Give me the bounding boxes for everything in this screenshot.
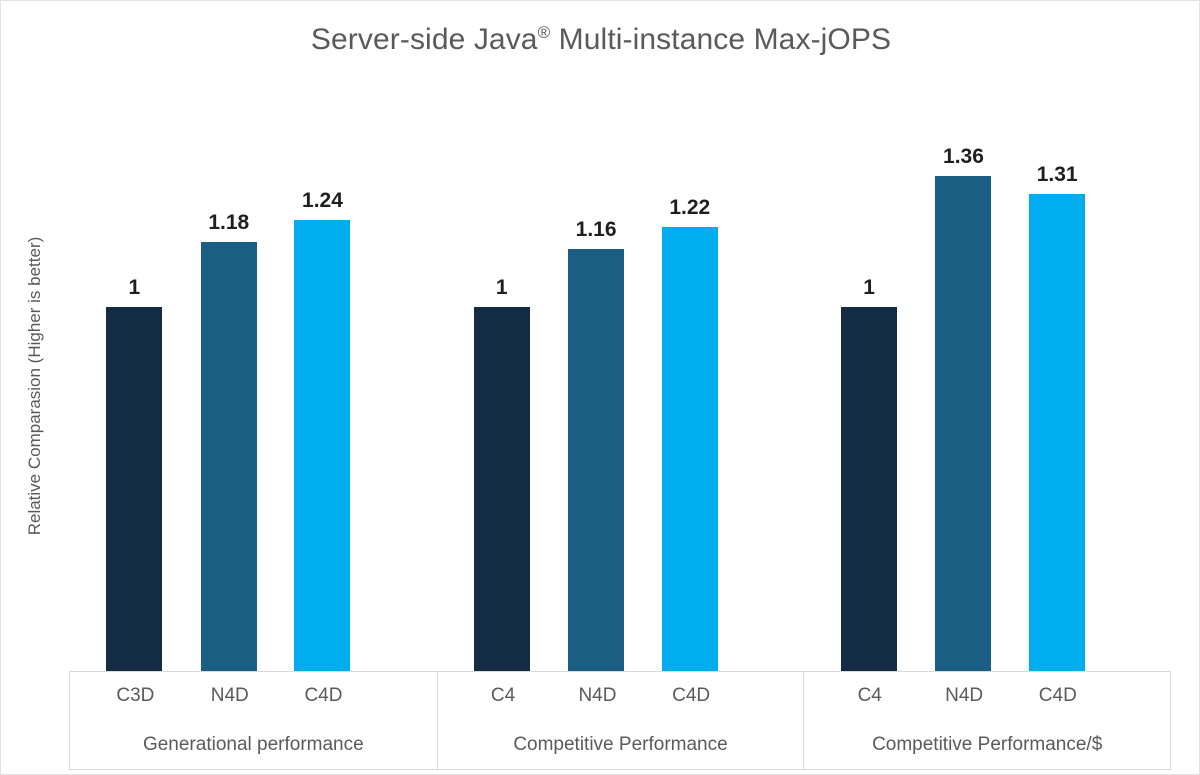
category-label: N4D: [578, 685, 617, 706]
bar-value-label: 1.22: [669, 196, 711, 220]
bar[interactable]: [200, 241, 257, 671]
bar[interactable]: [661, 227, 718, 671]
bar-slot: 1.24: [294, 96, 351, 671]
bar-value-label: 1.18: [208, 210, 250, 234]
bar-slot: 1: [473, 96, 530, 671]
bar-slot: 1: [841, 96, 898, 671]
chart-title-prefix: Server-side Java: [310, 23, 538, 56]
category-label: N4D: [210, 685, 249, 706]
bar[interactable]: [841, 307, 898, 671]
chart-title-suffix: Multi-instance Max-jOPS: [550, 23, 892, 56]
bar[interactable]: [935, 176, 992, 671]
bar-value-label: 1.31: [1036, 163, 1078, 187]
bar-value-label: 1: [495, 276, 508, 300]
bar-slot: 1.36: [935, 96, 992, 671]
bar-value-label: 1: [863, 276, 875, 300]
bar-slot: 1.31: [1029, 96, 1086, 671]
plot-area: 1 1.18 1.24 1 1.16 1.22 1 1.36 1.31: [69, 96, 1171, 671]
category-label: C4D: [1038, 685, 1077, 706]
bar[interactable]: [1029, 194, 1086, 671]
bar-value-label: 1: [128, 276, 141, 300]
category-label: C4: [490, 685, 516, 706]
bar[interactable]: [294, 219, 351, 671]
group-label: Generational performance: [142, 733, 364, 755]
bar[interactable]: [106, 307, 163, 671]
group-label: Competitive Performance/$: [872, 733, 1103, 755]
category-label: N4D: [945, 685, 984, 706]
bar[interactable]: [568, 248, 625, 671]
category-group: C4 N4D C4D Competitive Performance/$: [803, 672, 1170, 769]
bar-slot: 1.18: [200, 96, 257, 671]
bar[interactable]: [473, 307, 530, 671]
category-label: C3D: [116, 685, 155, 706]
bar-slot: 1: [106, 96, 163, 671]
bar-slot: 1.16: [568, 96, 625, 671]
category-label: C4: [857, 685, 882, 706]
chart-title: Server-side Java® Multi-instance Max-jOP…: [1, 23, 1199, 57]
x-axis-line: [69, 671, 1171, 672]
category-label: C4D: [304, 685, 343, 706]
bar-value-label: 1.36: [943, 145, 984, 169]
category-group: C4 N4D C4D Competitive Performance: [436, 672, 804, 769]
category-group: C3D N4D C4D Generational performance: [70, 672, 437, 769]
category-label: C4D: [672, 685, 711, 706]
group-label: Competitive Performance: [513, 733, 728, 755]
bar-value-label: 1.16: [575, 217, 617, 241]
y-axis-title: Relative Comparasion (Higher is better): [25, 236, 44, 536]
bar-value-label: 1.24: [302, 188, 343, 212]
category-label-table: C3D N4D C4D Generational performance C4 N4D C4…: [69, 672, 1171, 770]
registered-trademark-icon: ®: [537, 23, 551, 42]
bar-slot: 1.22: [661, 96, 718, 671]
